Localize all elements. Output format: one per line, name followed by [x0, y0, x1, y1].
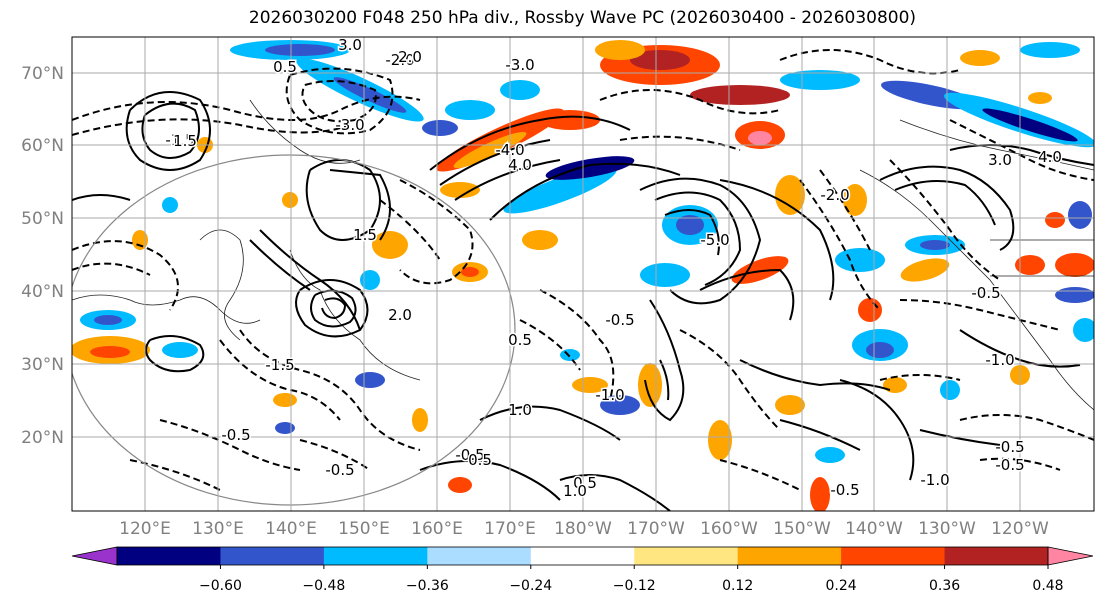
latitude-label: 20°N — [21, 428, 64, 448]
colorbar-tick-label: −0.48 — [302, 578, 345, 594]
colorbar-tick-label: −0.24 — [509, 578, 552, 594]
colorbar-segment — [944, 547, 1049, 565]
longitude-label: 140°E — [265, 519, 317, 539]
colorbar-segment — [737, 547, 842, 565]
contour-value-label: -5.0 — [700, 231, 729, 249]
contour-value-label: 0.5 — [508, 331, 532, 349]
colorbar-tick-label: 0.48 — [1032, 578, 1063, 594]
longitude-label: 160°E — [411, 519, 463, 539]
lat-lon-grid — [72, 37, 1094, 511]
contour-value-label: -1.0 — [985, 351, 1014, 369]
contour-value-label: 3.0 — [338, 36, 362, 54]
contour-value-label: 0.5 — [573, 474, 597, 492]
contour-value-label: -1.0 — [595, 386, 624, 404]
contour-value-label: -2.0 — [820, 186, 849, 204]
latitude-label: 60°N — [21, 136, 64, 156]
contour-value-label: -0.5 — [221, 426, 250, 444]
longitude-label: 170°W — [627, 519, 685, 539]
longitude-label: 140°W — [845, 519, 903, 539]
contour-value-label: 1.5 — [173, 132, 197, 150]
colorbar-extend-high — [1047, 546, 1094, 566]
contour-value-label: 1.5 — [353, 226, 377, 244]
contour-value-label: 1.0 — [563, 482, 587, 500]
colorbar-extend-low — [71, 546, 118, 566]
longitude-label: 130°W — [918, 519, 976, 539]
latitude-label: 50°N — [21, 209, 64, 229]
colorbar-tick-label: 0.12 — [722, 578, 753, 594]
great-circle-outline — [72, 154, 516, 506]
colorbar-tick-label: −0.36 — [406, 578, 449, 594]
colorbar-frame — [116, 546, 1049, 566]
contour-value-label: -3.0 — [335, 116, 364, 134]
contour-value-label: 1.0 — [508, 401, 532, 419]
colorbar-segment — [841, 547, 946, 565]
contour-value-label: -0.5 — [995, 438, 1024, 456]
colorbar-segment — [117, 547, 221, 565]
colorbar-tick-label: −0.12 — [613, 578, 656, 594]
longitude-label: 180°W — [554, 519, 612, 539]
longitude-labels: 120°E 130°E 140°E 150°E 160°E 170°E 180°W 170°W… — [119, 519, 1049, 539]
contour-value-label: -2.0 — [385, 51, 414, 69]
longitude-label: 160°W — [700, 519, 758, 539]
colorbar-segment — [427, 547, 532, 565]
contour-value-label: -1.5 — [265, 356, 294, 374]
map-title: 2026030200 F048 250 hPa div., Rossby Wav… — [248, 8, 917, 28]
colorbar-tick-label: 0.24 — [826, 578, 857, 594]
map-frame — [71, 36, 1095, 512]
contour-value-label: 0.5 — [468, 451, 492, 469]
latitude-label: 70°N — [21, 64, 64, 84]
contour-value-label: 3.0 — [988, 151, 1012, 169]
longitude-label: 170°E — [484, 519, 536, 539]
contour-labels: -0.5-0.5-0.5-0.5-0.5-0.5-0.5-0.5-1.0-1.0… — [164, 36, 1064, 502]
contour-value-label: -3.0 — [505, 56, 534, 74]
colorbar-segment — [323, 547, 428, 565]
colorbar-tick-label: −0.60 — [199, 578, 242, 594]
longitude-label: 120°E — [119, 519, 171, 539]
longitude-label: 130°E — [192, 519, 244, 539]
colorbar: −0.60 −0.48 −0.36 −0.24 −0.12 0.12 0.24 0.36 0.4… — [71, 546, 1094, 594]
coastlines — [72, 99, 1094, 411]
colorbar-segment — [530, 547, 635, 565]
colorbar-segment — [634, 547, 739, 565]
contour-value-label: -0.5 — [971, 284, 1000, 302]
contour-value-label: 0.5 — [273, 58, 297, 76]
longitude-label: 150°W — [773, 519, 831, 539]
contour-value-label: -0.5 — [995, 456, 1024, 474]
contour-value-label: -1.5 — [165, 131, 194, 149]
contour-value-label: -0.5 — [455, 446, 484, 464]
contour-value-label: -0.5 — [325, 461, 354, 479]
latitude-label: 40°N — [21, 282, 64, 302]
contour-value-label: 4.0 — [1038, 148, 1062, 166]
longitude-label: 120°W — [991, 519, 1049, 539]
contour-value-label: -0.5 — [605, 311, 634, 329]
colorbar-tick-label: 0.36 — [929, 578, 960, 594]
contour-value-label: 4.0 — [508, 156, 532, 174]
contour-value-label: 2.0 — [398, 48, 422, 66]
contour-value-label: 2.0 — [388, 306, 412, 324]
colorbar-segment — [220, 547, 325, 565]
contour-value-label: -4.0 — [495, 141, 524, 159]
longitude-label: 150°E — [338, 519, 390, 539]
contour-value-label: -1.0 — [920, 471, 949, 489]
latitude-label: 30°N — [21, 355, 64, 375]
latitude-labels: 70°N 60°N 50°N 40°N 30°N 20°N — [21, 64, 64, 448]
contour-value-label: -0.5 — [830, 481, 859, 499]
